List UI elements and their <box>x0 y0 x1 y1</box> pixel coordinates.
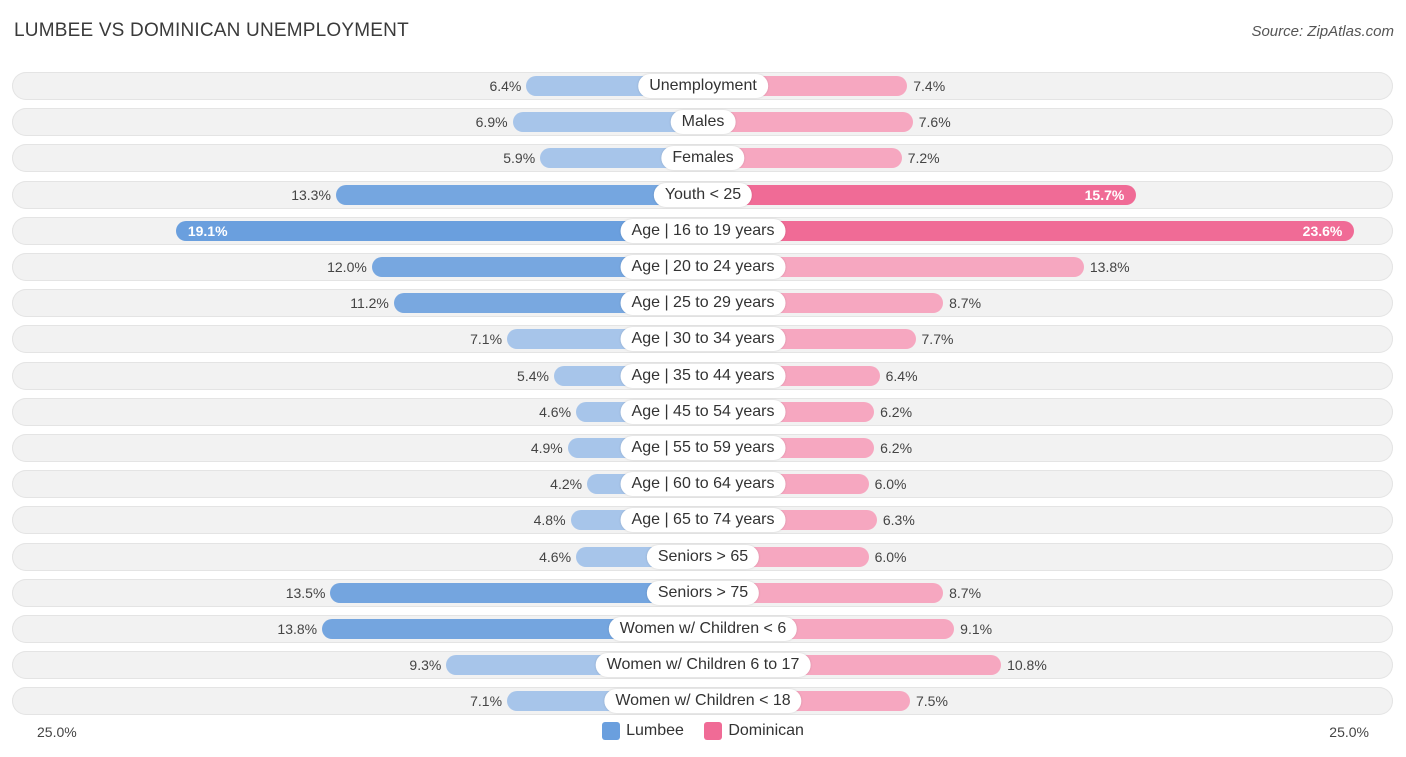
value-lumbee-seniors-75: 13.5% <box>285 584 326 601</box>
value-dominican-seniors-75: 8.7% <box>949 584 982 601</box>
category-label-women-w-children-6: Women w/ Children < 6 <box>608 617 798 641</box>
value-lumbee-youth-25: 13.3% <box>291 186 331 203</box>
value-lumbee-age-65-to-74-years: 4.8% <box>533 512 566 529</box>
category-label-age-45-to-54-years: Age | 45 to 54 years <box>620 399 786 424</box>
category-label-youth-25: Youth < 25 <box>653 182 753 207</box>
value-lumbee-age-16-to-19-years: 19.1% <box>187 222 228 239</box>
category-label-seniors-75: Seniors > 75 <box>646 580 760 605</box>
value-dominican-age-16-to-19-years: 23.6% <box>1302 222 1343 239</box>
legend-swatch-dominican <box>704 722 723 740</box>
value-lumbee-age-55-to-59-years: 4.9% <box>530 440 563 456</box>
source-credit: Source: ZipAtlas.com <box>1251 23 1394 40</box>
value-dominican-age-45-to-54-years: 6.2% <box>880 403 913 420</box>
value-lumbee-age-45-to-54-years: 4.6% <box>539 403 572 420</box>
category-label-age-25-to-29-years: Age | 25 to 29 years <box>620 291 786 316</box>
value-lumbee-seniors-65: 4.6% <box>539 548 572 565</box>
category-label-women-w-children-18: Women w/ Children < 18 <box>604 689 802 714</box>
value-dominican-age-55-to-59-years: 6.2% <box>880 440 913 456</box>
category-label-age-60-to-64-years: Age | 60 to 64 years <box>620 472 786 497</box>
bar-lumbee-males <box>512 112 713 133</box>
legend-label-lumbee: Lumbee <box>626 722 684 739</box>
category-label-males: Males <box>670 110 736 135</box>
value-dominican-women-w-children-18: 7.5% <box>916 693 948 710</box>
legend-swatch-lumbee <box>602 722 621 740</box>
bar-dominican-males <box>693 112 913 133</box>
value-lumbee-females: 5.9% <box>503 150 536 167</box>
category-label-age-55-to-59-years: Age | 55 to 59 years <box>620 436 786 460</box>
value-dominican-females: 7.2% <box>907 150 940 167</box>
bar-lumbee-age-16-to-19-years <box>175 220 713 241</box>
legend-item-dominican: Dominican <box>704 722 804 740</box>
category-label-age-30-to-34-years: Age | 30 to 34 years <box>620 327 786 352</box>
value-dominican-unemployment: 7.4% <box>913 78 946 94</box>
value-dominican-males: 7.6% <box>918 114 951 131</box>
bar-dominican-youth-25 <box>693 184 1137 205</box>
value-lumbee-women-w-children-6-to-17: 9.3% <box>409 657 442 674</box>
bar-lumbee-youth-25 <box>335 184 713 205</box>
value-dominican-age-30-to-34-years: 7.7% <box>921 331 954 348</box>
value-lumbee-age-30-to-34-years: 7.1% <box>470 331 503 348</box>
chart-title: LUMBEE VS DOMINICAN UNEMPLOYMENT <box>14 20 409 41</box>
value-lumbee-women-w-children-18: 7.1% <box>470 693 503 710</box>
value-lumbee-age-60-to-64-years: 4.2% <box>550 476 583 493</box>
category-label-seniors-65: Seniors > 65 <box>646 544 760 569</box>
bar-dominican-females <box>693 148 902 169</box>
value-dominican-age-25-to-29-years: 8.7% <box>949 295 982 312</box>
value-lumbee-women-w-children-6: 13.8% <box>277 621 318 637</box>
category-label-women-w-children-6-to-17: Women w/ Children 6 to 17 <box>595 653 811 678</box>
category-label-age-35-to-44-years: Age | 35 to 44 years <box>620 363 786 388</box>
value-dominican-age-35-to-44-years: 6.4% <box>885 367 918 384</box>
value-dominican-age-60-to-64-years: 6.0% <box>874 476 907 493</box>
value-lumbee-age-20-to-24-years: 12.0% <box>327 259 367 275</box>
value-lumbee-age-35-to-44-years: 5.4% <box>517 367 549 384</box>
value-dominican-youth-25: 15.7% <box>1084 186 1125 203</box>
category-label-age-65-to-74-years: Age | 65 to 74 years <box>620 508 786 533</box>
legend-label-dominican: Dominican <box>728 722 804 739</box>
value-lumbee-age-25-to-29-years: 11.2% <box>350 295 389 312</box>
category-label-age-20-to-24-years: Age | 20 to 24 years <box>620 255 786 279</box>
axis-right-max-label: 25.0% <box>1329 724 1369 740</box>
value-dominican-age-20-to-24-years: 13.8% <box>1089 259 1130 275</box>
value-dominican-seniors-65: 6.0% <box>874 548 907 565</box>
category-label-unemployment: Unemployment <box>638 74 768 98</box>
value-dominican-women-w-children-6: 9.1% <box>960 621 993 637</box>
bar-dominican-age-20-to-24-years <box>693 257 1084 277</box>
category-label-age-16-to-19-years: Age | 16 to 19 years <box>620 218 786 243</box>
bar-dominican-age-16-to-19-years <box>693 220 1355 241</box>
legend: Lumbee Dominican <box>0 722 1406 745</box>
value-dominican-age-65-to-74-years: 6.3% <box>882 512 915 529</box>
category-label-females: Females <box>661 146 745 171</box>
axis-left-max-label: 25.0% <box>37 724 77 740</box>
value-lumbee-unemployment: 6.4% <box>489 78 522 94</box>
value-dominican-women-w-children-6-to-17: 10.8% <box>1007 657 1047 674</box>
bar-lumbee-seniors-75 <box>330 582 713 603</box>
value-lumbee-males: 6.9% <box>475 114 508 131</box>
legend-item-lumbee: Lumbee <box>602 722 684 740</box>
